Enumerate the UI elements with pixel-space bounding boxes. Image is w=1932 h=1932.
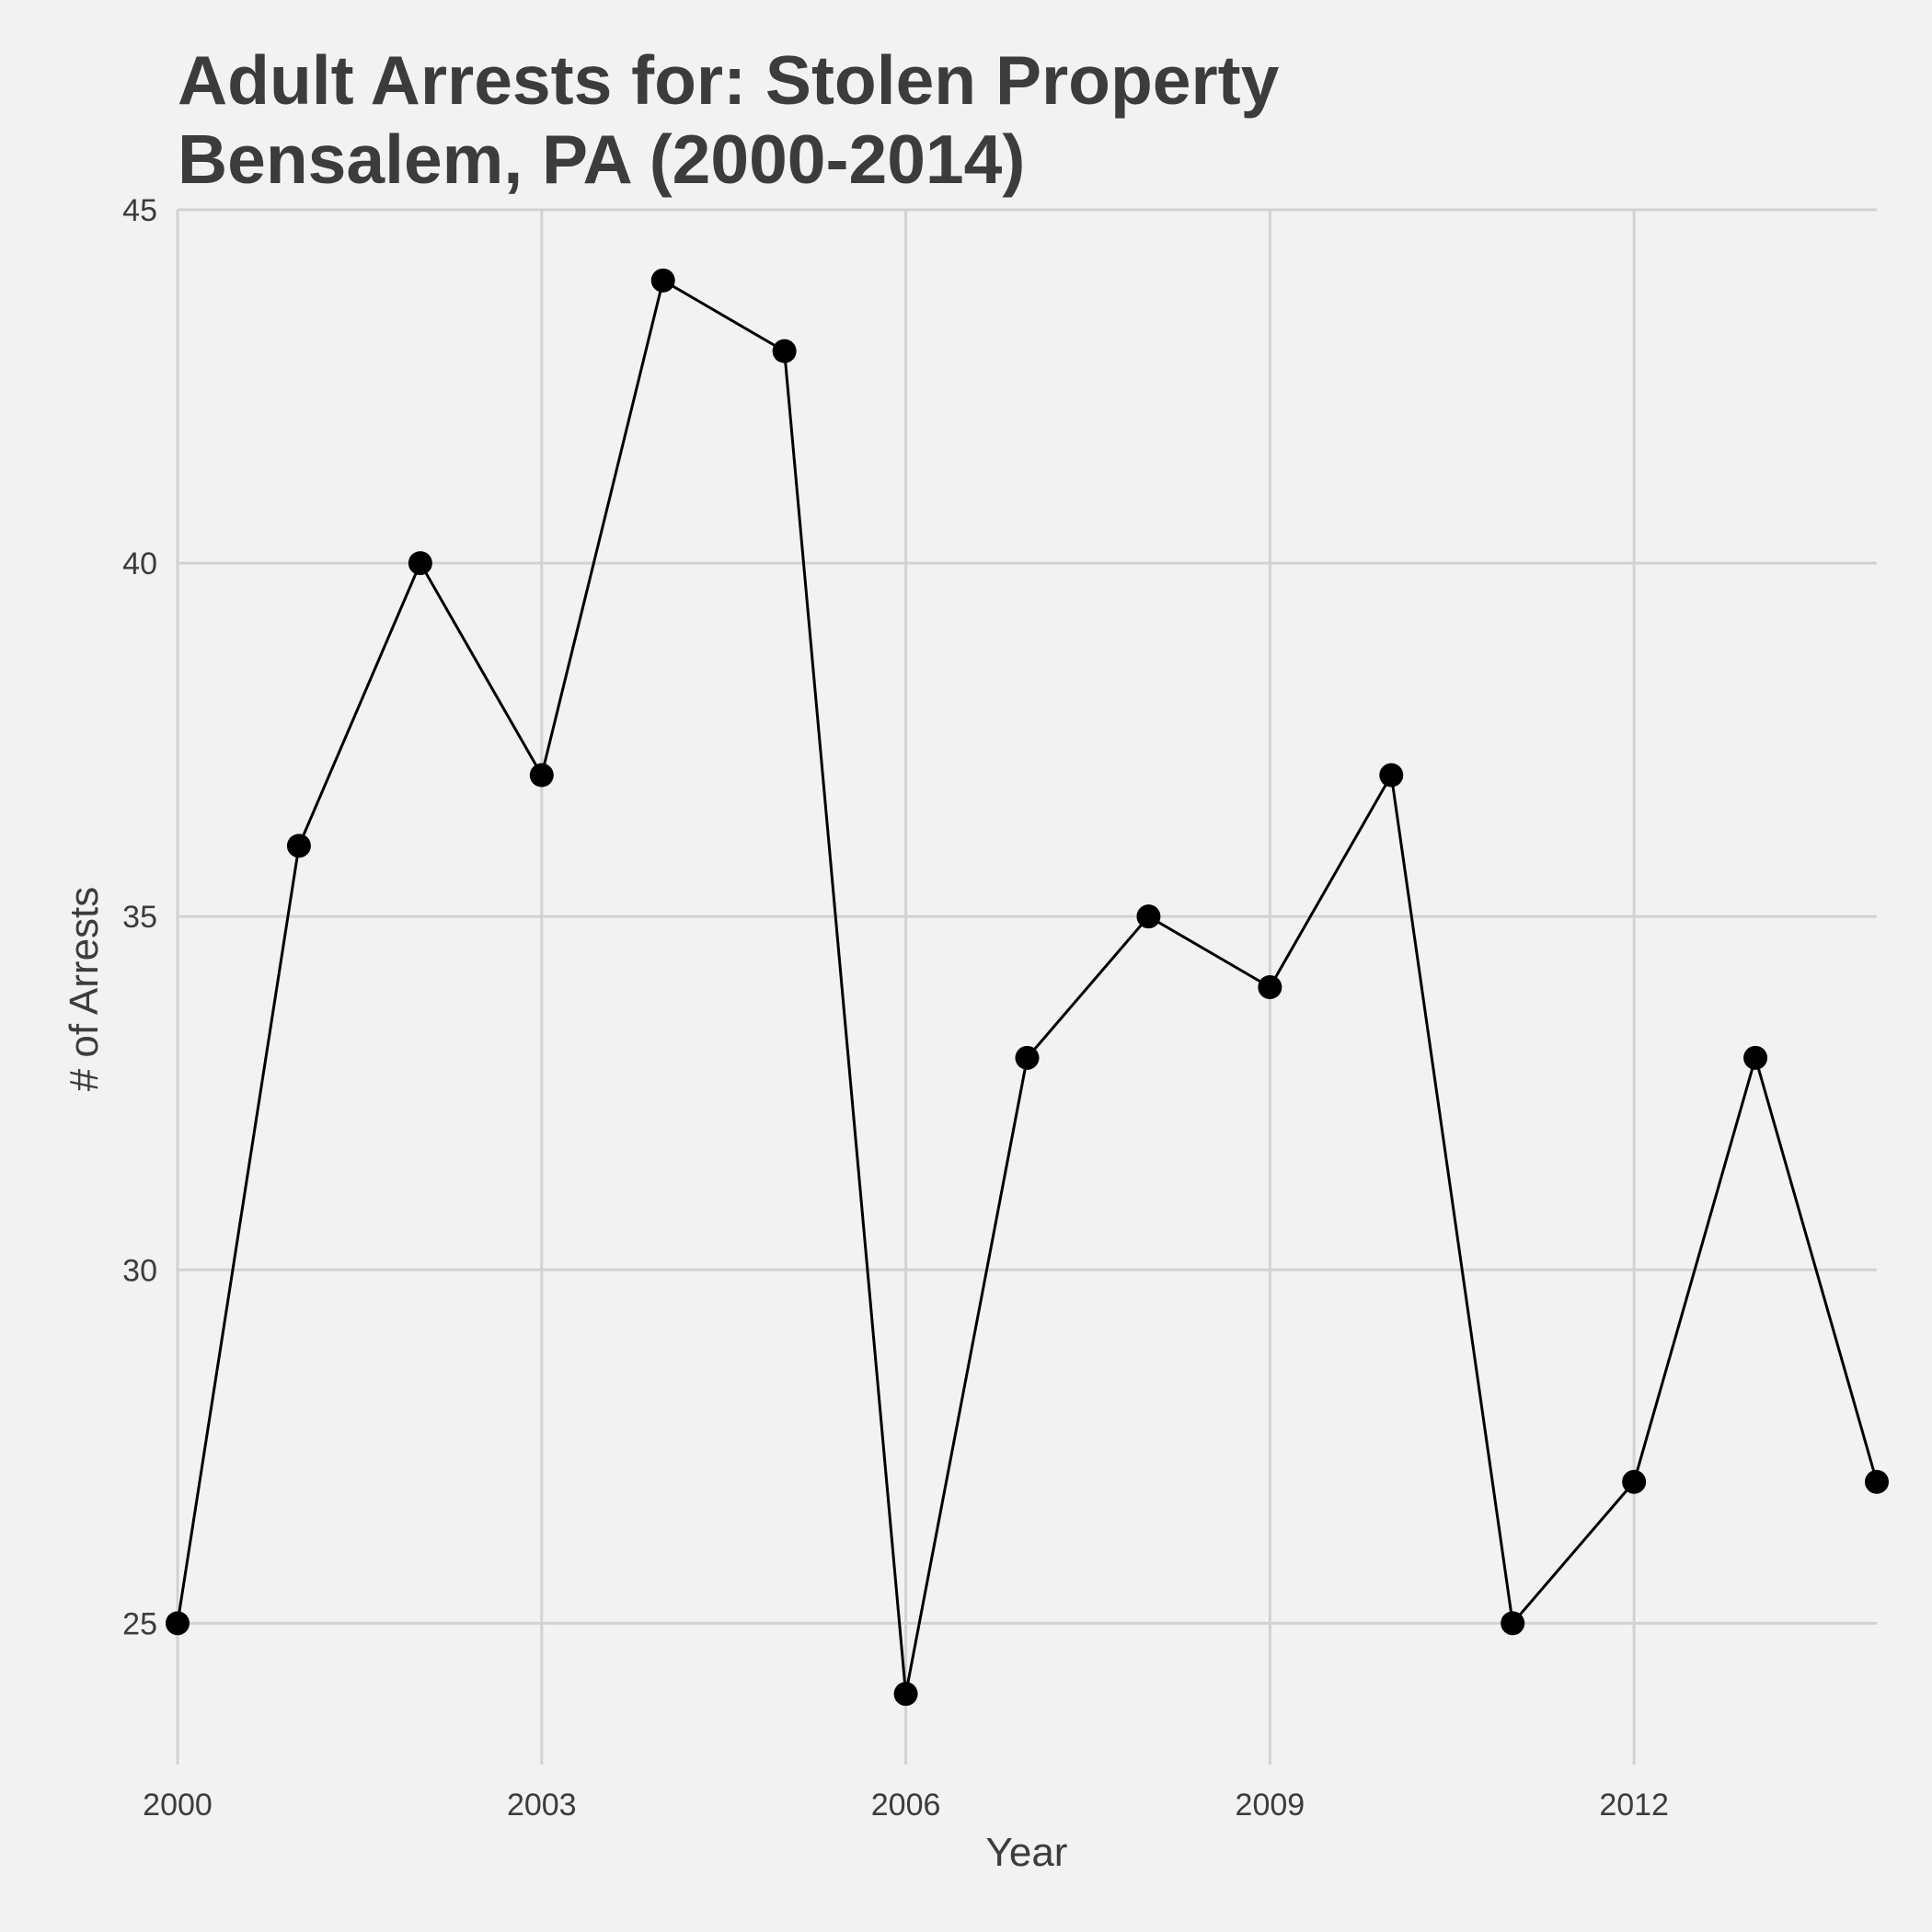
y-tick-label: 40: [122, 546, 157, 581]
x-tick-label: 2003: [507, 1788, 577, 1823]
data-point: [1258, 975, 1282, 999]
data-point: [1743, 1045, 1768, 1070]
data-point: [166, 1611, 190, 1636]
y-tick-label: 35: [122, 900, 157, 935]
x-tick-label: 2009: [1236, 1788, 1305, 1823]
grid-lines: [176, 208, 1877, 1765]
chart-title: Adult Arrests for: Stolen Property Bensa…: [178, 40, 1279, 199]
data-point: [1865, 1469, 1889, 1494]
x-tick-label: 2006: [871, 1788, 941, 1823]
x-axis-ticks: 2000 2003 2006 2009 2012: [143, 1788, 1669, 1823]
data-point: [286, 834, 311, 858]
chart-title-line-2: Bensalem, PA (2000-2014): [178, 121, 1026, 198]
data-point: [408, 551, 432, 576]
y-axis-ticks: 25 30 35 40 45: [122, 193, 157, 1641]
chart-title-line-1: Adult Arrests for: Stolen Property: [178, 41, 1280, 119]
y-axis-title: # of Arrests: [62, 887, 107, 1092]
x-tick-label: 2012: [1599, 1788, 1669, 1823]
data-point: [1015, 1045, 1040, 1070]
data-point: [1501, 1611, 1525, 1636]
y-tick-label: 25: [122, 1606, 157, 1641]
data-point: [893, 1682, 918, 1707]
data-points: [166, 268, 1889, 1707]
data-point: [529, 763, 554, 788]
data-point: [1379, 763, 1404, 788]
data-point: [772, 339, 797, 363]
x-tick-label: 2000: [143, 1788, 213, 1823]
x-axis-title: Year: [986, 1830, 1068, 1875]
data-point: [1136, 904, 1161, 929]
data-point: [1622, 1469, 1647, 1494]
y-tick-label: 30: [122, 1253, 157, 1288]
y-tick-label: 45: [122, 193, 157, 228]
series-line: [176, 279, 1879, 1696]
data-point: [650, 268, 675, 293]
